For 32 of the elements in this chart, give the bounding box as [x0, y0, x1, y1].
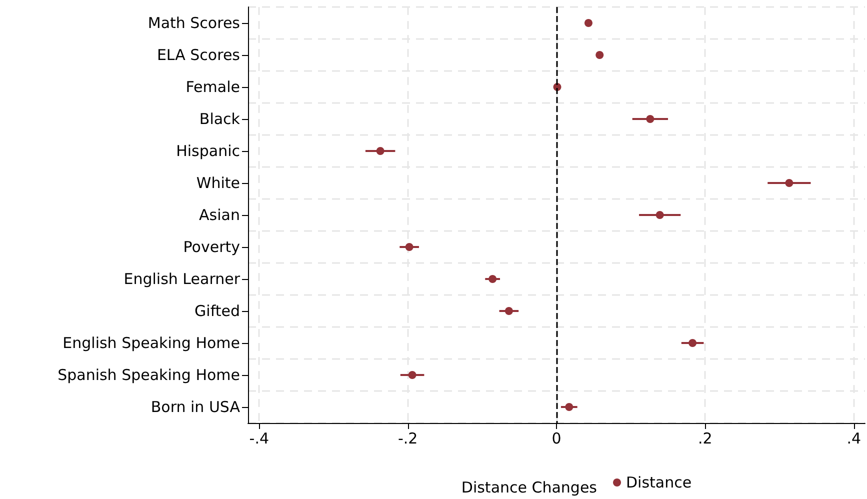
x-tick-label: 0: [552, 430, 562, 448]
y-tick-label: Female: [186, 78, 240, 96]
point: [408, 371, 416, 379]
point: [656, 211, 664, 219]
point: [504, 307, 513, 315]
x-tick-label: .4: [846, 430, 862, 448]
point: [405, 243, 414, 251]
y-tick-label: Math Scores: [148, 14, 240, 32]
x-axis-title: Distance Changes: [461, 478, 598, 496]
x-tick-label: -.4: [249, 430, 270, 448]
x-tick-label: -.2: [398, 430, 418, 448]
y-tick-label: Hispanic: [176, 142, 240, 160]
y-tick-label: English Learner: [124, 270, 241, 288]
point: [376, 147, 384, 155]
point: [785, 179, 794, 187]
y-tick-label: White: [196, 174, 240, 192]
y-tick-label: Black: [199, 110, 240, 128]
y-tick-label: Born in USA: [150, 398, 241, 416]
y-tick-label: Spanish Speaking Home: [58, 366, 240, 384]
x-tick-label: .2: [698, 430, 712, 448]
point: [488, 275, 497, 283]
y-tick-label: Gifted: [194, 302, 240, 320]
y-tick-label: Asian: [199, 206, 240, 224]
y-tick-label: ELA Scores: [156, 46, 240, 64]
legend-label: Distance: [626, 474, 692, 492]
point: [584, 19, 592, 27]
point: [565, 403, 574, 411]
point: [646, 115, 654, 123]
point: [596, 51, 604, 59]
point: [688, 339, 697, 347]
y-tick-label: English Speaking Home: [62, 334, 240, 352]
y-tick-label: Poverty: [183, 238, 240, 256]
